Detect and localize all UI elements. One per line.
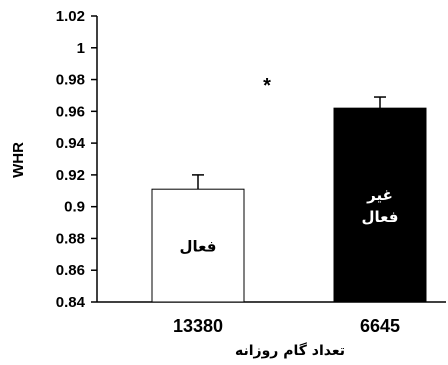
y-tick-label: 0.96 <box>56 103 85 120</box>
y-tick-label: 0.9 <box>64 199 85 216</box>
bar-13380 <box>151 188 245 303</box>
bars: 13380 فعال 6645 غیر فعال <box>151 96 427 336</box>
bar-label: فعال <box>362 208 399 226</box>
y-tick-label: 0.86 <box>56 262 85 279</box>
bar-label: غیر <box>366 186 393 204</box>
y-tick-label: 0.84 <box>56 294 86 311</box>
y-ticks: 0.84 0.86 0.88 0.9 0.92 0.94 0.96 0.98 1 1.02 <box>56 8 97 311</box>
y-tick-label: 1.02 <box>56 8 85 25</box>
y-tick-label: 0.88 <box>56 230 85 247</box>
x-axis-title: تعداد گام روزانه <box>235 342 345 359</box>
y-tick-label: 1 <box>77 40 85 57</box>
x-tick-label: 6645 <box>360 316 400 336</box>
y-tick-label: 0.94 <box>56 135 86 152</box>
bar-6645 <box>333 107 427 303</box>
y-tick-label: 0.92 <box>56 167 85 184</box>
y-tick-label: 0.98 <box>56 72 85 89</box>
bar-label: فعال <box>180 238 217 256</box>
x-tick-label: 13380 <box>173 316 223 336</box>
significance-marker: * <box>263 75 271 97</box>
y-axis-title: WHR <box>10 142 27 178</box>
